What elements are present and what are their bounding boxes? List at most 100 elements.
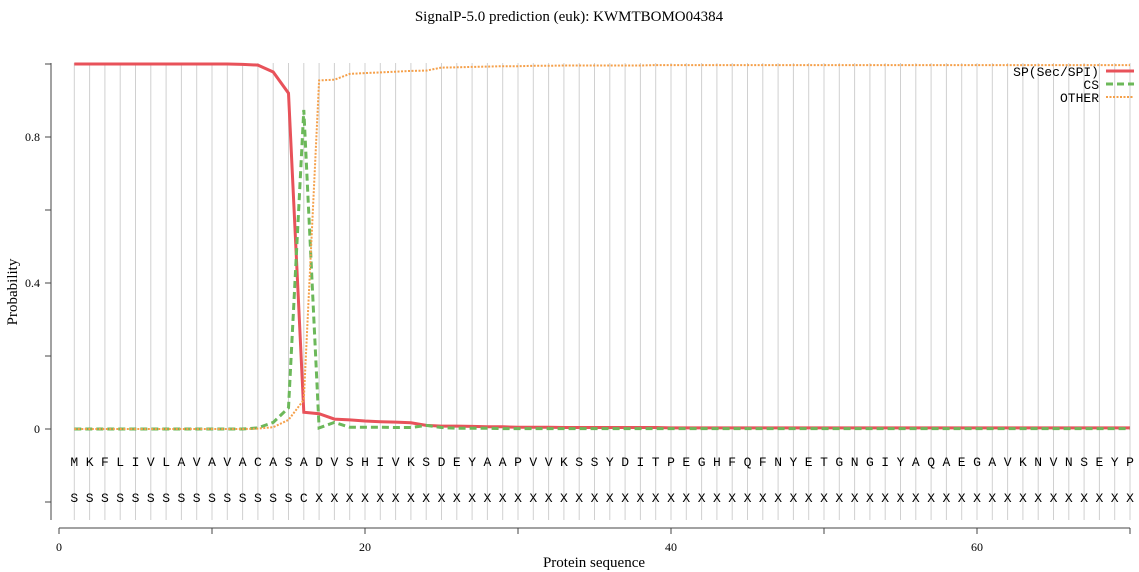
residue-letter: V	[147, 455, 155, 470]
residue-label: X	[1080, 491, 1088, 506]
residue-label: X	[468, 491, 476, 506]
residue-letter: I	[636, 455, 644, 470]
residue-label: X	[851, 491, 859, 506]
residue-label: X	[376, 491, 384, 506]
residue-letter: H	[361, 455, 369, 470]
series-line-sp-sec-spi-	[74, 62, 1130, 430]
residue-letter: A	[942, 455, 950, 470]
residue-letter: K	[86, 455, 94, 470]
residue-label: X	[835, 491, 843, 506]
residue-label: X	[1095, 491, 1103, 506]
residue-letter: L	[116, 455, 124, 470]
residue-label: X	[1019, 491, 1027, 506]
residue-label: X	[483, 491, 491, 506]
residue-label: S	[285, 491, 293, 506]
x-axis: 0 20 40 60	[56, 527, 1131, 554]
residue-letter: A	[177, 455, 185, 470]
residue-label: X	[774, 491, 782, 506]
residue-letter: T	[652, 455, 660, 470]
residue-label: X	[606, 491, 614, 506]
residue-letter: E	[805, 455, 813, 470]
y-tick-label: 0.8	[25, 130, 40, 144]
residue-label: X	[636, 491, 644, 506]
residue-letter: Y	[468, 455, 476, 470]
residue-label: X	[315, 491, 323, 506]
y-tick-label: 0	[34, 422, 40, 436]
x-tick-label: 20	[359, 540, 371, 554]
legend-label: OTHER	[1060, 91, 1099, 106]
residue-letter: A	[239, 455, 247, 470]
y-axis: 0 0.4 0.8	[25, 63, 52, 520]
residue-label: S	[132, 491, 140, 506]
residue-letter: E	[1095, 455, 1103, 470]
residue-letter: N	[851, 455, 859, 470]
residue-label: X	[682, 491, 690, 506]
residue-letter: A	[988, 455, 996, 470]
residue-label: X	[789, 491, 797, 506]
residue-label: X	[529, 491, 537, 506]
residue-letter: V	[193, 455, 201, 470]
series-lines	[74, 62, 1130, 431]
residue-label: X	[897, 491, 905, 506]
residue-label: X	[499, 491, 507, 506]
residue-label: X	[912, 491, 920, 506]
residue-letter: L	[162, 455, 170, 470]
residue-label: X	[820, 491, 828, 506]
legend-label: SP(Sec/SPI)	[1013, 65, 1099, 80]
residue-letter: Q	[927, 455, 935, 470]
residue-label: X	[560, 491, 568, 506]
residue-label: S	[239, 491, 247, 506]
residue-label: X	[927, 491, 935, 506]
residue-label: X	[652, 491, 660, 506]
residue-label: X	[866, 491, 874, 506]
residue-letter: D	[621, 455, 629, 470]
y-axis-label: Probability	[5, 258, 21, 325]
residue-label: X	[973, 491, 981, 506]
residue-label: X	[453, 491, 461, 506]
residue-letter: G	[698, 455, 706, 470]
residue-label: X	[621, 491, 629, 506]
residue-label: X	[330, 491, 338, 506]
residue-label: X	[988, 491, 996, 506]
residue-letter: V	[1050, 455, 1058, 470]
residue-letter: V	[545, 455, 553, 470]
grid-lines	[73, 63, 1131, 520]
residue-letter: A	[300, 455, 308, 470]
residue-label: X	[759, 491, 767, 506]
residue-label: S	[101, 491, 109, 506]
residue-letter: G	[835, 455, 843, 470]
residue-letter: N	[1034, 455, 1042, 470]
residue-label: X	[1050, 491, 1058, 506]
residue-label: X	[667, 491, 675, 506]
residue-letter: F	[101, 455, 109, 470]
residue-label: X	[1065, 491, 1073, 506]
residue-label: X	[942, 491, 950, 506]
residue-letter: V	[330, 455, 338, 470]
residue-label: X	[1004, 491, 1012, 506]
residue-letter: S	[346, 455, 354, 470]
residue-letter: V	[392, 455, 400, 470]
residue-letter: Y	[897, 455, 905, 470]
residue-letter: S	[591, 455, 599, 470]
residue-label: S	[70, 491, 78, 506]
residue-letter: P	[1126, 455, 1134, 470]
residue-label: S	[177, 491, 185, 506]
residue-letter: Y	[1111, 455, 1119, 470]
x-tick-label: 0	[56, 540, 62, 554]
residue-label: X	[744, 491, 752, 506]
residue-letter: N	[774, 455, 782, 470]
residue-label: X	[407, 491, 415, 506]
residue-letter: A	[499, 455, 507, 470]
residue-label: X	[1126, 491, 1134, 506]
residue-letter: I	[881, 455, 889, 470]
residue-letter: N	[1065, 455, 1073, 470]
residue-letter: P	[514, 455, 522, 470]
residue-label: S	[269, 491, 277, 506]
residue-letter: A	[208, 455, 216, 470]
x-tick-label: 60	[971, 540, 983, 554]
residue-label: X	[805, 491, 813, 506]
residue-letter: P	[667, 455, 675, 470]
residue-letter: M	[70, 455, 78, 470]
